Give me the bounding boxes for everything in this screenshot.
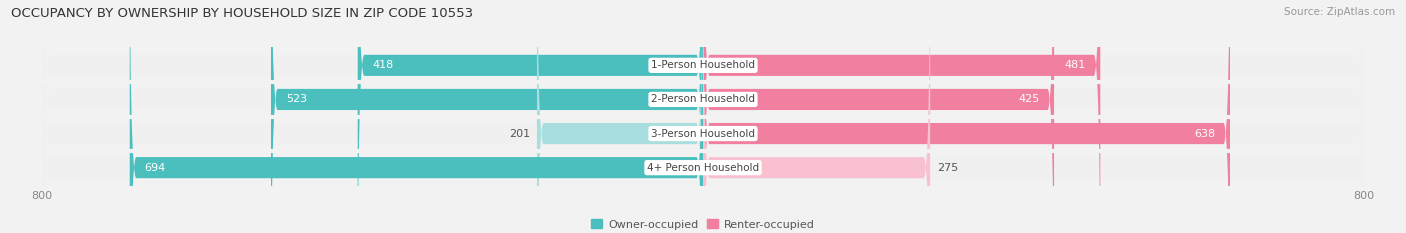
Text: 2-Person Household: 2-Person Household	[651, 94, 755, 104]
Text: 418: 418	[373, 60, 394, 70]
FancyBboxPatch shape	[42, 0, 1364, 233]
Text: Source: ZipAtlas.com: Source: ZipAtlas.com	[1284, 7, 1395, 17]
Legend: Owner-occupied, Renter-occupied: Owner-occupied, Renter-occupied	[586, 215, 820, 233]
Text: 1-Person Household: 1-Person Household	[651, 60, 755, 70]
FancyBboxPatch shape	[42, 0, 1364, 233]
FancyBboxPatch shape	[271, 0, 703, 233]
Text: 638: 638	[1194, 129, 1215, 139]
Text: 481: 481	[1064, 60, 1085, 70]
FancyBboxPatch shape	[703, 0, 1054, 233]
FancyBboxPatch shape	[703, 0, 1101, 233]
Text: 425: 425	[1018, 94, 1039, 104]
Text: 201: 201	[509, 129, 530, 139]
Text: 523: 523	[285, 94, 307, 104]
Text: 3-Person Household: 3-Person Household	[651, 129, 755, 139]
FancyBboxPatch shape	[357, 0, 703, 233]
FancyBboxPatch shape	[703, 0, 931, 233]
Text: OCCUPANCY BY OWNERSHIP BY HOUSEHOLD SIZE IN ZIP CODE 10553: OCCUPANCY BY OWNERSHIP BY HOUSEHOLD SIZE…	[11, 7, 474, 20]
Text: 275: 275	[936, 163, 957, 173]
FancyBboxPatch shape	[537, 0, 703, 233]
Text: 4+ Person Household: 4+ Person Household	[647, 163, 759, 173]
FancyBboxPatch shape	[703, 0, 1230, 233]
FancyBboxPatch shape	[42, 0, 1364, 233]
Text: 694: 694	[145, 163, 166, 173]
FancyBboxPatch shape	[42, 0, 1364, 233]
FancyBboxPatch shape	[129, 0, 703, 233]
